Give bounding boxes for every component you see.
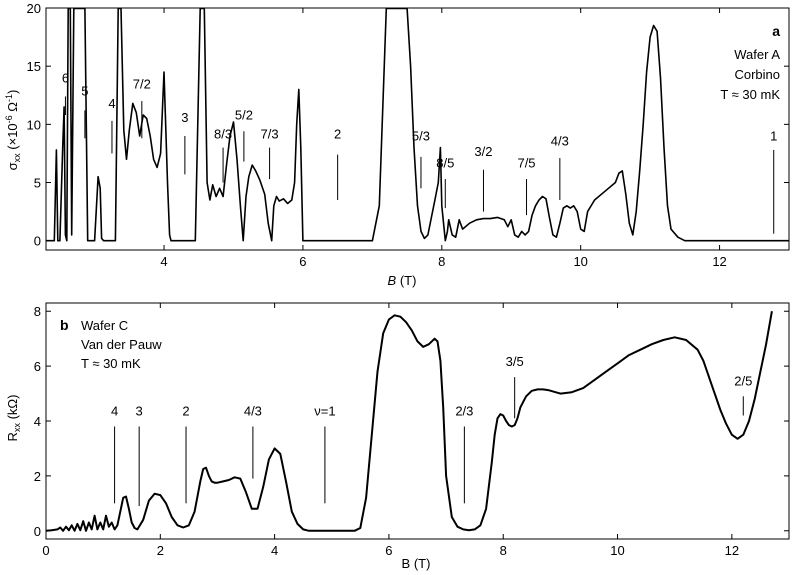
marker-label: 4/3 xyxy=(244,404,262,419)
marker-label: 3/2 xyxy=(474,144,492,159)
panel-b-rxx: 0 2 4 6 8 10 12 0 2 4 6 8 4 3 2 4/3 ν=1 2/3 3/5 2/5 b Wafe… xyxy=(5,302,790,571)
panel-a-data-line xyxy=(46,7,789,242)
x-tick-label: 4 xyxy=(271,543,278,558)
y-tick-label: 2 xyxy=(34,469,41,484)
x-tick-label: 8 xyxy=(500,543,507,558)
y-tick-label: 15 xyxy=(27,59,41,74)
panel-a-filling-factor-markers: 65 4 7/2 3 8/35/2 7/3 2 5/3 8/5 3/2 7/5 4/3 1 xyxy=(62,70,777,234)
y-tick-label: 8 xyxy=(34,304,41,319)
x-tick-label: 2 xyxy=(157,543,164,558)
marker-label: 7/3 xyxy=(261,126,279,141)
marker-label: 5/2 xyxy=(235,108,253,123)
x-tick-label: 12 xyxy=(725,543,739,558)
panel-a-note-2: Corbino xyxy=(734,67,780,82)
panel-b-note-3: T ≈ 30 mK xyxy=(81,356,141,371)
x-tick-label: 10 xyxy=(610,543,624,558)
panel-b-data-line xyxy=(45,311,773,532)
panel-a-label: a xyxy=(772,23,780,39)
x-tick-label: 4 xyxy=(160,254,167,269)
panel-b-note-1: Wafer C xyxy=(81,318,128,333)
marker-label: 8/3 xyxy=(214,126,232,141)
marker-label: 5/3 xyxy=(412,129,430,144)
marker-label: 7/2 xyxy=(133,76,151,91)
x-tick-label: 10 xyxy=(573,254,587,269)
y-tick-label: 0 xyxy=(34,524,41,539)
panel-b-filling-factor-markers: 4 3 2 4/3 ν=1 2/3 3/5 2/5 xyxy=(111,354,752,507)
marker-label: ν=1 xyxy=(314,404,335,419)
y-tick-label: 4 xyxy=(34,414,41,429)
y-tick-label: 5 xyxy=(34,176,41,191)
marker-label: 7/5 xyxy=(517,155,535,170)
x-tick-label: 12 xyxy=(712,254,726,269)
y-tick-label: 10 xyxy=(27,117,41,132)
x-tick-label: 6 xyxy=(385,543,392,558)
marker-label: 4/3 xyxy=(551,133,569,148)
marker-label: 2 xyxy=(334,126,341,141)
panel-a-note-1: Wafer A xyxy=(734,47,780,62)
x-tick-label: 6 xyxy=(299,254,306,269)
panel-a-y-axis-label: σxx (×10-6 Ω-1) xyxy=(4,90,22,171)
panel-a-frame xyxy=(45,7,790,251)
panel-b-x-axis-label: B (T) xyxy=(402,556,431,571)
panel-b-note-2: Van der Pauw xyxy=(81,337,162,352)
marker-label: 3/5 xyxy=(506,354,524,369)
marker-label: 8/5 xyxy=(436,155,454,170)
marker-label: 1 xyxy=(770,129,777,144)
panel-a-note-3: T ≈ 30 mK xyxy=(720,87,780,102)
panel-b-y-axis-label: Rxx (kΩ) xyxy=(5,395,22,442)
marker-label: 3 xyxy=(136,404,143,419)
y-tick-label: 20 xyxy=(27,1,41,16)
marker-label: 3 xyxy=(181,110,188,125)
x-tick-label: 0 xyxy=(42,543,49,558)
y-tick-label: 6 xyxy=(34,359,41,374)
panel-a-x-axis-label: B (T) xyxy=(388,273,417,288)
marker-label: 6 xyxy=(62,70,69,85)
y-tick-label: 0 xyxy=(34,234,41,249)
marker-label: 5 xyxy=(81,83,88,98)
panel-b-label: b xyxy=(60,317,69,333)
marker-label: 4 xyxy=(108,96,115,111)
marker-label: 2 xyxy=(182,404,189,419)
marker-label: 4 xyxy=(111,404,118,419)
x-tick-label: 8 xyxy=(438,254,445,269)
marker-label: 2/5 xyxy=(734,373,752,388)
marker-label: 2/3 xyxy=(455,404,473,419)
